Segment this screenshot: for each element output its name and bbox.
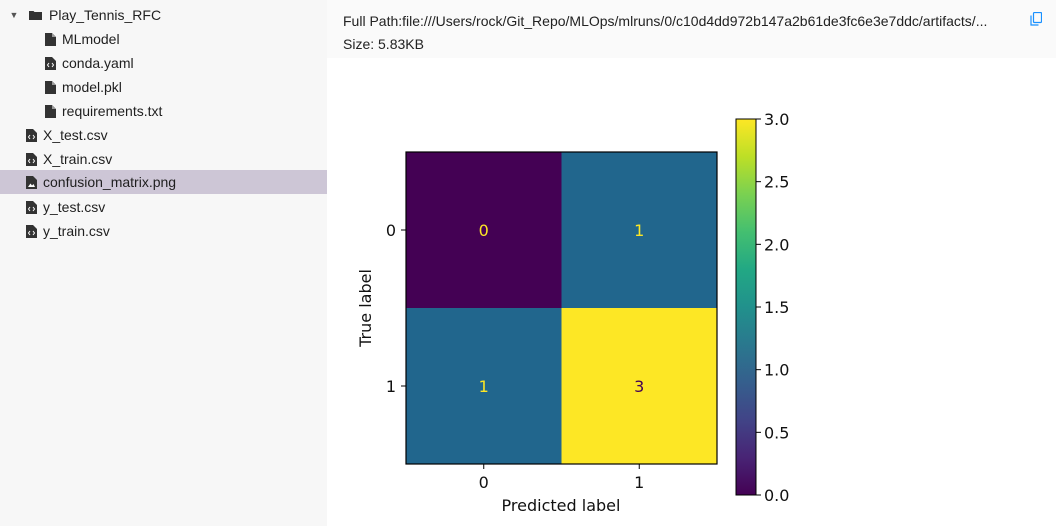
y-tick-label: 1	[386, 377, 396, 396]
cell-value-label: 1	[634, 221, 644, 240]
folder-icon	[29, 11, 42, 20]
heatmap-frame	[405, 151, 718, 465]
colorbar-tick-label: 2.0	[764, 235, 789, 254]
artifact-tree: ▼ Play_Tennis_RFC MLmodel conda.yaml mod…	[0, 0, 327, 526]
artifact-meta-panel	[327, 0, 1056, 58]
artifact-preview: Full Path:file:///Users/rock/Git_Repo/ML…	[327, 0, 1056, 526]
caret-down-icon[interactable]: ▼	[9, 10, 19, 20]
tree-item-label: requirements.txt	[62, 103, 163, 119]
colorbar-tick-label: 0.5	[764, 423, 789, 442]
file-icon	[45, 80, 56, 94]
tree-item-label: MLmodel	[62, 31, 120, 47]
artifact-full-path[interactable]: Full Path:file:///Users/rock/Git_Repo/ML…	[343, 13, 988, 29]
code-file-icon	[26, 200, 37, 214]
colorbar-tick-label: 3.0	[764, 110, 789, 129]
code-file-icon	[26, 152, 37, 166]
cell-value-label: 1	[479, 377, 489, 396]
file-icon	[45, 32, 56, 46]
tree-item-label: X_train.csv	[43, 151, 113, 167]
image-file-icon	[26, 175, 37, 189]
tree-item-mlmodel[interactable]: MLmodel	[45, 27, 120, 51]
heatmap-cell	[406, 152, 562, 308]
confusion-matrix-image: 0 1 1 3 0 1 0 1 True label Predicted label 0.…	[356, 110, 789, 515]
code-file-icon	[45, 56, 56, 70]
heatmap-cell	[406, 308, 562, 464]
x-tick-label: 1	[634, 473, 644, 492]
colorbar-tick-label: 2.5	[764, 173, 789, 192]
tree-item-x-test-csv[interactable]: X_test.csv	[0, 123, 327, 147]
tree-folder-label: Play_Tennis_RFC	[49, 7, 162, 23]
colorbar-tick-label: 1.0	[764, 361, 789, 380]
tree-item-requirements-txt[interactable]: requirements.txt	[45, 99, 162, 123]
cell-value-label: 0	[479, 221, 489, 240]
code-file-icon	[26, 128, 37, 142]
tree-item-label: X_test.csv	[43, 127, 108, 143]
tree-item-y-train-csv[interactable]: y_train.csv	[0, 219, 327, 243]
file-icon	[45, 104, 56, 118]
copy-icon[interactable]	[1030, 12, 1042, 26]
heatmap-cell	[561, 308, 717, 464]
tree-folder-play-tennis-rfc[interactable]: ▼ Play_Tennis_RFC	[0, 3, 327, 27]
y-tick-label: 0	[386, 221, 396, 240]
x-tick-label: 0	[479, 473, 489, 492]
tree-item-label: y_test.csv	[43, 199, 106, 215]
colorbar	[735, 118, 757, 496]
colorbar-tick-label: 1.5	[764, 298, 789, 317]
colorbar-tick-label: 0.0	[764, 486, 789, 505]
tree-item-model-pkl[interactable]: model.pkl	[45, 75, 122, 99]
x-axis-label: Predicted label	[502, 496, 621, 515]
tree-item-label: conda.yaml	[62, 55, 134, 71]
tree-item-confusion-matrix-png[interactable]: confusion_matrix.png	[0, 170, 327, 194]
tree-item-label: model.pkl	[62, 79, 122, 95]
y-axis-label: True label	[356, 269, 375, 348]
tree-item-label: confusion_matrix.png	[43, 174, 177, 190]
artifact-size: Size: 5.83KB	[343, 36, 424, 52]
cell-value-label: 3	[634, 377, 644, 396]
code-file-icon	[26, 224, 37, 238]
tree-item-y-test-csv[interactable]: y_test.csv	[0, 195, 327, 219]
tree-item-conda-yaml[interactable]: conda.yaml	[45, 51, 134, 75]
tree-item-label: y_train.csv	[43, 223, 110, 239]
tree-item-x-train-csv[interactable]: X_train.csv	[0, 147, 327, 171]
heatmap-cell	[561, 152, 717, 308]
